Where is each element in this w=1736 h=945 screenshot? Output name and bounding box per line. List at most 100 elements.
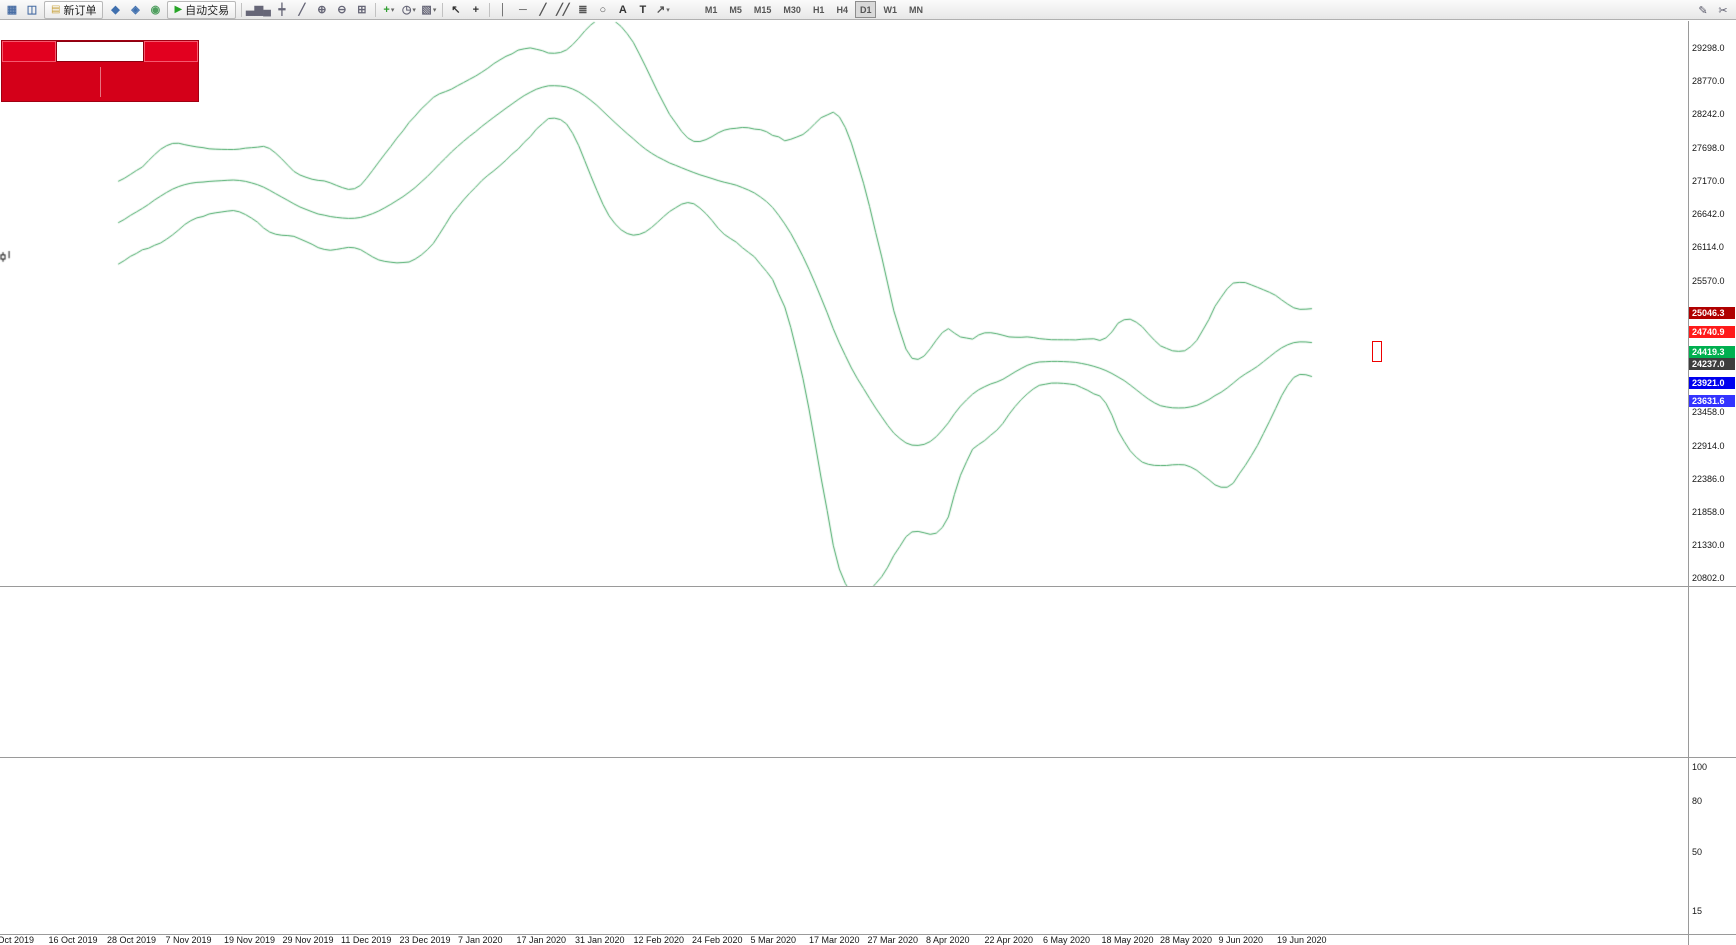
time-axis-label: 31 Jan 2020 xyxy=(575,935,625,945)
channel-icon: ╱╱ xyxy=(556,4,570,16)
timeframe-m30[interactable]: M30 xyxy=(783,4,801,15)
macd-indicator-label xyxy=(5,589,15,599)
time-axis-label: 22 Apr 2020 xyxy=(984,935,1034,945)
time-axis-label: 4 Oct 2019 xyxy=(0,935,35,945)
price-tag-24419.3: 24419.3 xyxy=(1689,346,1735,359)
price-divider xyxy=(99,66,101,97)
time-axis-label: 17 Mar 2020 xyxy=(809,935,860,945)
fibonacci-icon[interactable]: ≣ xyxy=(574,1,592,18)
buy-button[interactable] xyxy=(144,41,198,62)
time-axis-label: 11 Dec 2019 xyxy=(341,935,392,945)
new-chart-icon[interactable]: ▦ xyxy=(3,1,21,18)
metaeditor-icon: ◉ xyxy=(150,4,161,16)
time-axis-separator xyxy=(0,934,1736,935)
timeframe-d1[interactable]: D1 xyxy=(854,1,877,18)
zoom-out-icon[interactable]: ⊖ xyxy=(333,1,351,18)
zoom-in-icon[interactable]: ⊕ xyxy=(313,1,331,18)
sell-button[interactable] xyxy=(2,41,56,62)
time-axis-label: 17 Jan 2020 xyxy=(516,935,567,945)
rsi-indicator-label xyxy=(5,761,10,771)
bar-chart-icon[interactable]: ▃▆▄ xyxy=(246,1,271,18)
fibonacci-icon: ≣ xyxy=(578,4,588,16)
label-icon: T xyxy=(639,3,647,16)
periods-icon-dropdown[interactable]: ▾ xyxy=(412,6,416,14)
templates-icon-dropdown[interactable]: ▾ xyxy=(432,6,437,14)
vertical-line-icon[interactable]: │ xyxy=(494,1,512,18)
timeframe-m1[interactable]: M1 xyxy=(704,4,718,15)
arrows-icon-dropdown[interactable]: ▾ xyxy=(666,6,670,14)
price-tick-label: 25570.0 xyxy=(1692,275,1725,286)
label-icon[interactable]: T xyxy=(634,1,652,18)
time-axis-label: 18 May 2020 xyxy=(1101,935,1154,945)
toolbar-separator xyxy=(241,2,243,17)
line-chart-icon[interactable]: ╱ xyxy=(293,1,311,18)
rsi-scale-label: 80 xyxy=(1692,795,1703,806)
periods-icon[interactable]: ◷ ▾ xyxy=(400,1,418,18)
rsi-scale-label: 100 xyxy=(1692,762,1708,772)
zoom-out-icon: ⊖ xyxy=(337,4,347,16)
text-icon[interactable]: A xyxy=(614,1,632,18)
horizontal-line-icon: ─ xyxy=(518,3,527,16)
time-axis-label: 12 Feb 2020 xyxy=(633,935,685,945)
auto-trading-button[interactable]: ▶ 自动交易 xyxy=(167,0,237,19)
trendline-icon[interactable]: ╱ xyxy=(534,1,552,18)
metaeditor-icon[interactable]: ◉ xyxy=(146,1,164,18)
price-tick-label: 22914.0 xyxy=(1692,441,1725,452)
market-watch-icon[interactable]: ◆ xyxy=(106,1,124,18)
timeframe-m5[interactable]: M5 xyxy=(729,4,742,15)
price-tick-label: 26114.0 xyxy=(1692,241,1724,252)
templates-icon[interactable]: ▧ ▾ xyxy=(420,1,438,18)
rsi-scale-label: 50 xyxy=(1692,846,1703,857)
time-axis-label: 8 Apr 2020 xyxy=(926,935,970,945)
new-order-button[interactable]: ▤ 新订单 xyxy=(44,0,104,19)
indicators-icon-dropdown[interactable]: ▾ xyxy=(390,6,395,14)
time-axis-label: 5 Mar 2020 xyxy=(750,935,797,945)
crosshair-icon: + xyxy=(472,3,480,16)
profiles-icon: ◫ xyxy=(26,4,38,16)
rsi-scale-label: 15 xyxy=(1692,905,1703,916)
rsi-panel-separator[interactable] xyxy=(0,757,1736,758)
time-axis-label: 19 Nov 2019 xyxy=(224,935,276,945)
horizontal-line-icon[interactable]: ─ xyxy=(514,1,532,18)
crosshair-icon[interactable]: + xyxy=(467,1,485,18)
time-axis-label: 7 Nov 2019 xyxy=(165,935,212,945)
time-axis-label: 28 Oct 2019 xyxy=(107,935,157,945)
text-icon: A xyxy=(618,3,627,16)
price-callout-label[interactable] xyxy=(1372,341,1382,362)
price-tag-24237.0: 24237.0 xyxy=(1689,357,1735,370)
price-tick-label: 28770.0 xyxy=(1692,75,1725,86)
price-tag-24740.9: 24740.9 xyxy=(1689,326,1735,339)
timeframe-m15[interactable]: M15 xyxy=(753,4,772,15)
indicators-icon[interactable]: + ▾ xyxy=(380,1,398,18)
timeframe-mn[interactable]: MN xyxy=(908,4,923,15)
timeframe-h4[interactable]: H4 xyxy=(836,4,848,15)
timeframe-w1[interactable]: W1 xyxy=(883,4,897,15)
arrows-icon[interactable]: ↗ ▾ xyxy=(654,1,672,18)
time-axis-label: 24 Feb 2020 xyxy=(692,935,743,945)
cursor-icon[interactable]: ↖ xyxy=(447,1,465,18)
price-tick-label: 21330.0 xyxy=(1692,540,1725,551)
candlestick-chart-icon: ┿ xyxy=(278,4,286,16)
one-click-trading-panel xyxy=(1,40,199,102)
toolbar-separator xyxy=(374,2,376,17)
snapshot-icon[interactable]: ✂ xyxy=(1718,4,1728,17)
templates-icon: ▧ xyxy=(421,4,432,16)
tile-windows-icon[interactable]: ⊞ xyxy=(353,1,371,18)
time-axis-label: 16 Oct 2019 xyxy=(48,935,98,945)
price-tick-label: 29298.0 xyxy=(1692,43,1725,53)
shapes-icon[interactable]: ○ xyxy=(594,1,612,18)
accounts-icon[interactable]: ◈ xyxy=(126,1,144,18)
pencil-icon[interactable]: ✎ xyxy=(1698,4,1708,17)
toolbar-separator xyxy=(488,2,490,17)
timeframe-h1[interactable]: H1 xyxy=(812,4,825,15)
candlestick-chart-icon[interactable]: ┿ xyxy=(273,1,291,18)
volume-field[interactable] xyxy=(56,41,144,62)
channel-icon[interactable]: ╱╱ xyxy=(554,1,572,18)
tile-windows-icon: ⊞ xyxy=(357,4,367,16)
macd-panel-separator[interactable] xyxy=(0,586,1736,587)
line-chart-icon: ╱ xyxy=(298,4,306,16)
time-axis-label: 28 May 2020 xyxy=(1160,935,1213,945)
profiles-icon[interactable]: ◫ xyxy=(23,1,41,18)
price-tag-23921.0: 23921.0 xyxy=(1689,377,1735,390)
